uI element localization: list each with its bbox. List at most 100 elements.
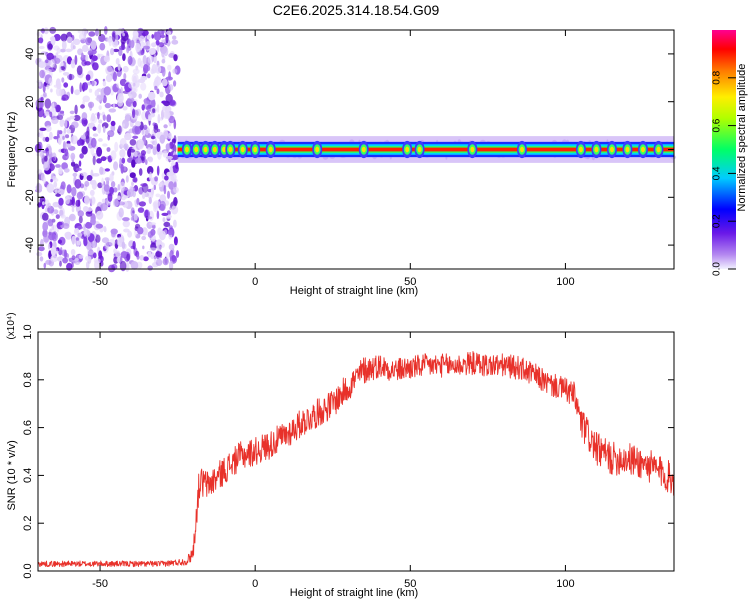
noise-speckle xyxy=(106,147,111,152)
noise-speckle xyxy=(161,29,165,39)
noise-speckle xyxy=(104,102,112,109)
snr-y-axis: 0.0 0.2 0.4 0.6 0.8 1.0 xyxy=(22,324,674,579)
noise-speckle xyxy=(98,105,102,110)
noise-speckle xyxy=(171,254,176,262)
noise-speckle xyxy=(123,228,130,233)
noise-speckle xyxy=(84,180,90,187)
noise-speckle xyxy=(164,175,169,181)
noise-speckle xyxy=(85,135,90,144)
noise-speckle xyxy=(126,253,130,261)
noise-speckle xyxy=(42,201,45,206)
noise-speckle xyxy=(46,52,54,61)
noise-speckle xyxy=(74,227,80,234)
noise-speckle xyxy=(86,175,93,181)
snr-y-tick-label: 0.0 xyxy=(22,563,34,578)
noise-speckle xyxy=(58,137,62,145)
noise-speckle xyxy=(76,191,84,200)
noise-speckle xyxy=(150,135,156,140)
noise-speckle xyxy=(123,73,127,80)
noise-speckle xyxy=(140,150,146,156)
colorbar-label: Normalized spectral amplitude xyxy=(736,64,748,212)
noise-speckle xyxy=(168,243,175,251)
noise-speckle xyxy=(65,48,72,53)
noise-speckle xyxy=(42,221,49,232)
noise-speckle xyxy=(128,82,136,89)
noise-speckle xyxy=(140,60,144,69)
noise-speckle xyxy=(46,183,55,193)
signal-bulge xyxy=(470,146,475,153)
noise-speckle xyxy=(109,187,115,195)
noise-speckle xyxy=(104,168,110,172)
noise-speckle xyxy=(38,45,45,50)
signal-core xyxy=(177,147,675,152)
noise-speckle xyxy=(153,31,162,41)
noise-speckle xyxy=(121,157,126,164)
noise-speckle xyxy=(97,123,102,134)
noise-speckle xyxy=(156,165,160,176)
noise-speckle xyxy=(117,201,126,206)
noise-speckle xyxy=(142,55,147,65)
signal-bulge xyxy=(519,146,524,153)
noise-speckle xyxy=(60,214,66,219)
noise-speckle xyxy=(127,55,133,66)
noise-speckle xyxy=(89,189,95,196)
signal-bulge xyxy=(268,146,273,153)
spectrogram-y-tick-label: 20 xyxy=(24,96,36,108)
noise-speckle xyxy=(55,86,62,97)
noise-speckle xyxy=(143,64,149,74)
noise-speckle xyxy=(84,195,90,205)
noise-speckle xyxy=(155,65,162,74)
noise-speckle xyxy=(100,156,107,162)
noise-speckle xyxy=(120,251,128,259)
noise-speckle xyxy=(90,40,97,50)
noise-speckle xyxy=(42,83,46,93)
noise-speckle xyxy=(77,29,86,34)
noise-speckle xyxy=(98,34,106,42)
noise-speckle xyxy=(166,171,173,177)
noise-speckle xyxy=(65,134,70,139)
noise-speckle xyxy=(99,166,104,175)
noise-speckle xyxy=(150,187,155,196)
noise-speckle xyxy=(91,179,97,190)
noise-speckle xyxy=(151,42,157,48)
noise-speckle xyxy=(141,156,145,161)
noise-speckle xyxy=(36,31,41,37)
noise-speckle xyxy=(47,243,51,250)
noise-speckle xyxy=(55,193,61,197)
noise-speckle xyxy=(88,88,93,93)
noise-speckle xyxy=(73,114,81,122)
noise-speckle xyxy=(119,181,126,191)
noise-speckle xyxy=(150,228,156,236)
figure-title: C2E6.2025.314.18.54.G09 xyxy=(273,2,440,18)
noise-speckle xyxy=(122,65,129,73)
noise-speckle xyxy=(95,28,99,37)
snr-y-tick-label: 0.2 xyxy=(22,516,34,531)
noise-speckle xyxy=(57,239,63,244)
snr-background xyxy=(38,332,674,571)
noise-speckle xyxy=(81,52,84,59)
noise-speckle xyxy=(132,240,136,250)
noise-speckle xyxy=(173,236,178,246)
noise-speckle xyxy=(154,76,162,86)
noise-speckle xyxy=(92,62,99,71)
noise-speckle xyxy=(140,82,147,91)
noise-speckle xyxy=(121,241,126,249)
noise-speckle xyxy=(114,141,119,152)
signal-bulge xyxy=(417,146,422,153)
noise-speckle xyxy=(43,92,47,98)
noise-speckle xyxy=(70,249,76,256)
noise-speckle xyxy=(112,71,117,82)
noise-speckle xyxy=(63,82,69,88)
noise-speckle xyxy=(110,124,116,132)
noise-speckle xyxy=(78,33,85,40)
noise-speckle xyxy=(95,210,104,220)
noise-speckle xyxy=(130,39,135,49)
noise-speckle xyxy=(77,210,85,218)
noise-speckle xyxy=(49,111,53,118)
noise-speckle xyxy=(38,81,41,87)
spectrogram-y-label: Frequency (Hz) xyxy=(6,112,18,188)
noise-speckle xyxy=(166,155,173,160)
noise-speckle xyxy=(92,155,96,166)
noise-speckle xyxy=(87,101,95,109)
